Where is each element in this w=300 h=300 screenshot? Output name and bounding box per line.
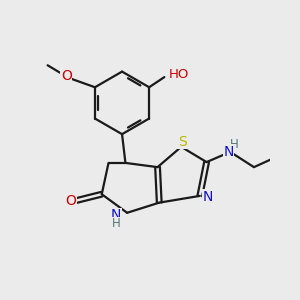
Text: S: S xyxy=(178,135,186,149)
Text: N: N xyxy=(111,208,121,222)
Text: N: N xyxy=(203,190,214,204)
Text: N: N xyxy=(224,145,234,159)
Text: H: H xyxy=(112,217,121,230)
Text: O: O xyxy=(61,69,72,83)
Text: HO: HO xyxy=(169,68,189,81)
Text: H: H xyxy=(230,138,239,151)
Text: O: O xyxy=(65,194,76,208)
